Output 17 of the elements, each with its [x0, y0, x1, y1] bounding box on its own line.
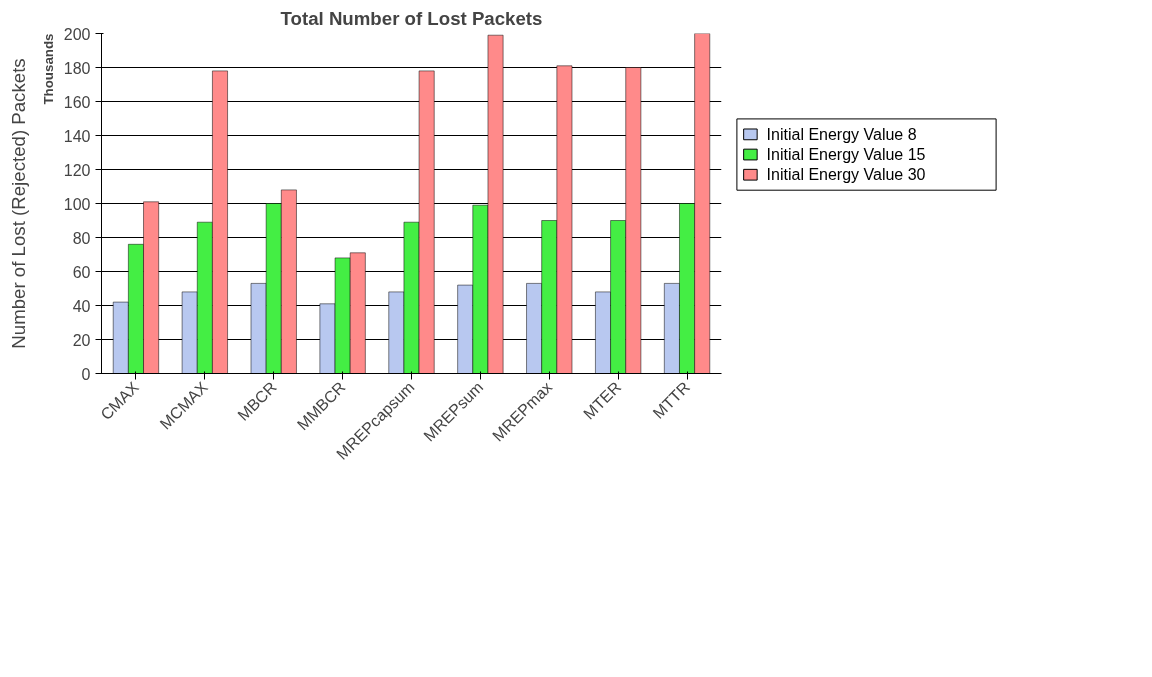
- text: Thousands: [40, 33, 56, 105]
- y-tick-label: 60: [72, 263, 91, 281]
- y-tick-label: 120: [63, 161, 91, 179]
- y-tick-label: 140: [63, 127, 91, 145]
- y-tick-label: 0: [81, 365, 91, 383]
- chart-title: Total Number of Lost Packets: [280, 7, 543, 29]
- y-tick-label: 40: [72, 297, 91, 315]
- legend-label: Initial Energy Value 8: [766, 125, 917, 143]
- y-tick-label: 180: [63, 59, 91, 77]
- y-axis-title: Number of Lost (Rejected) Packets: [7, 58, 29, 349]
- y-tick-label: 20: [72, 331, 91, 349]
- legend-label: Initial Energy Value 15: [766, 146, 926, 164]
- y-tick-label: 160: [63, 93, 91, 111]
- y-tick-label: 100: [63, 195, 91, 213]
- y-tick-label: 200: [63, 25, 91, 43]
- y-tick-label: 80: [72, 229, 91, 247]
- legend-label: Initial Energy Value 30: [766, 166, 926, 184]
